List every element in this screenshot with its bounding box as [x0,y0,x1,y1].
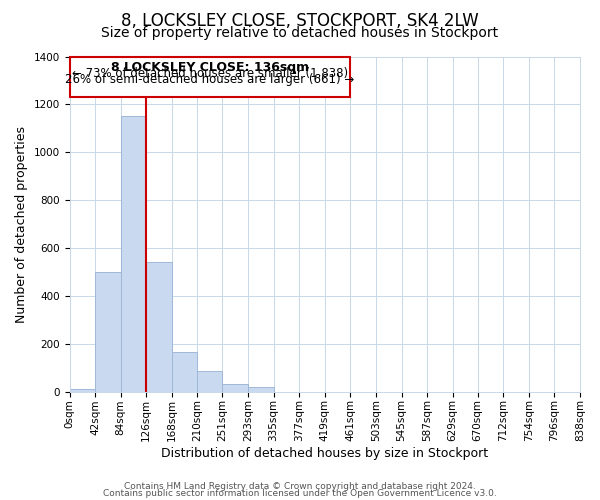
Y-axis label: Number of detached properties: Number of detached properties [15,126,28,322]
FancyBboxPatch shape [70,56,350,97]
Bar [223,384,248,392]
Bar [70,390,95,392]
Bar [197,372,223,392]
Text: ← 73% of detached houses are smaller (1,838): ← 73% of detached houses are smaller (1,… [72,66,348,80]
Bar [146,262,172,392]
Bar [95,272,121,392]
Text: 8, LOCKSLEY CLOSE, STOCKPORT, SK4 2LW: 8, LOCKSLEY CLOSE, STOCKPORT, SK4 2LW [121,12,479,30]
Bar [172,352,197,392]
Bar [248,387,274,392]
Text: Contains public sector information licensed under the Open Government Licence v3: Contains public sector information licen… [103,489,497,498]
Bar [121,116,146,392]
Text: 26% of semi-detached houses are larger (661) →: 26% of semi-detached houses are larger (… [65,73,355,86]
Text: Contains HM Land Registry data © Crown copyright and database right 2024.: Contains HM Land Registry data © Crown c… [124,482,476,491]
Text: 8 LOCKSLEY CLOSE: 136sqm: 8 LOCKSLEY CLOSE: 136sqm [111,61,309,74]
X-axis label: Distribution of detached houses by size in Stockport: Distribution of detached houses by size … [161,447,488,460]
Text: Size of property relative to detached houses in Stockport: Size of property relative to detached ho… [101,26,499,40]
